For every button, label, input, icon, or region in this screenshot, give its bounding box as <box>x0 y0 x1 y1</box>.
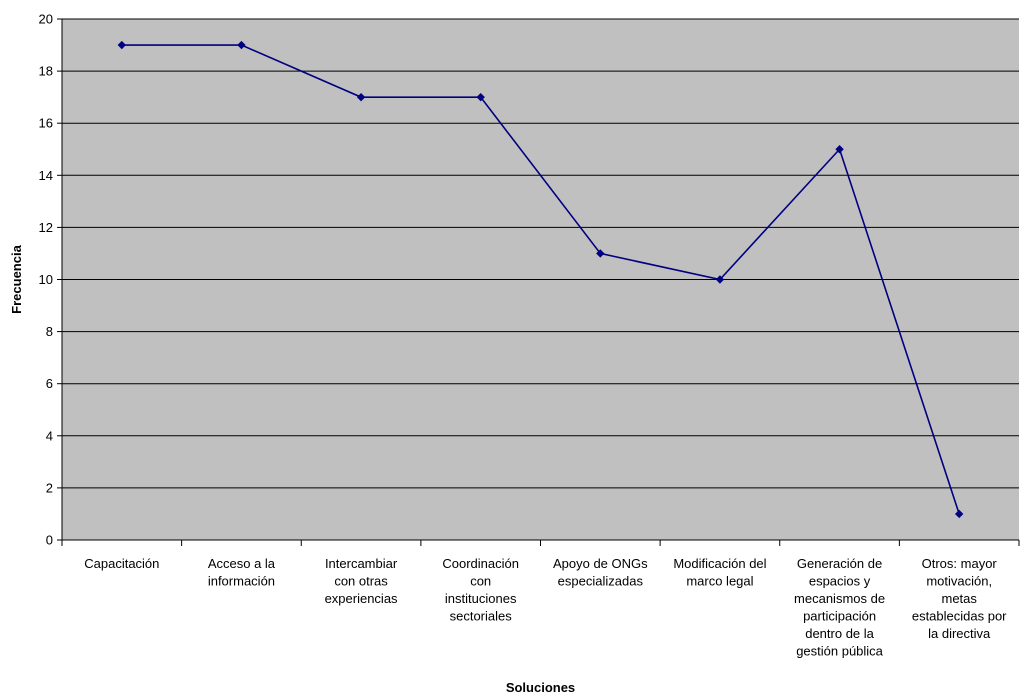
x-tick-label: Modificación del marco legal <box>673 556 766 589</box>
data-point <box>237 40 246 50</box>
data-point <box>596 249 605 258</box>
x-axis-title: Soluciones <box>506 680 575 695</box>
x-tick-label: Capacitación <box>84 556 159 571</box>
axes <box>57 18 1020 546</box>
series <box>117 40 964 519</box>
y-tick-label: 8 <box>46 324 53 339</box>
y-tick-label: 12 <box>39 220 53 235</box>
y-tick-label: 6 <box>46 376 53 391</box>
y-tick-label: 20 <box>39 12 53 27</box>
x-tick-label: Otros: mayor motivación, metas establecidas… <box>912 556 1007 641</box>
y-tick-label: 2 <box>46 480 53 495</box>
x-tick-label: Coordinación con instituciones sectoriales <box>442 556 519 624</box>
gridlines <box>62 18 1019 489</box>
y-axis-title: Frecuencia <box>9 244 24 313</box>
y-tick-label: 16 <box>39 116 53 131</box>
x-tick-label: Apoyo de ONGs especializadas <box>553 556 648 589</box>
y-tick-label: 14 <box>39 168 53 183</box>
data-point <box>356 92 366 102</box>
y-tick-label: 0 <box>46 533 53 548</box>
data-point <box>476 92 485 102</box>
x-tick-labels: Capacitación Acceso a la información Interc… <box>84 556 1007 659</box>
y-tick-label: 4 <box>46 428 53 443</box>
y-tick-label: 18 <box>39 64 53 79</box>
data-point <box>715 275 725 284</box>
x-tick-label: Intercambiar con otras experiencias <box>325 556 398 606</box>
series-line <box>121 44 960 515</box>
data-point <box>835 145 844 154</box>
data-point <box>117 40 127 50</box>
y-tick-label: 10 <box>39 272 53 287</box>
x-tick-label: Acceso a la información <box>208 556 276 589</box>
data-point <box>954 509 964 519</box>
y-tick-labels: 0 2 4 6 8 10 12 14 16 18 20 <box>39 12 53 548</box>
x-tick-label: Generación de espacios y mecanismos de part… <box>794 556 885 659</box>
